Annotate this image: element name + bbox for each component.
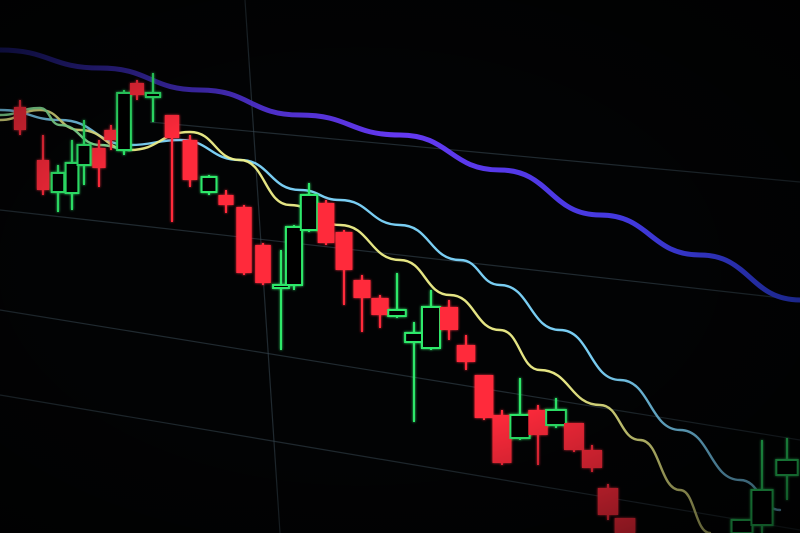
candle-down xyxy=(335,230,353,305)
candle-body xyxy=(14,107,26,130)
candle-body xyxy=(597,488,619,515)
candle-body xyxy=(144,92,162,98)
candle-body xyxy=(750,489,774,526)
candle-up xyxy=(421,290,441,350)
candle-body xyxy=(200,176,218,193)
candle-body xyxy=(76,144,92,166)
grid-line xyxy=(0,309,800,441)
moving-average-line xyxy=(0,108,712,533)
candle-body xyxy=(36,160,50,190)
candle-down xyxy=(164,115,180,222)
candle-body xyxy=(130,83,144,95)
candle-body xyxy=(317,203,335,243)
candle-up xyxy=(116,90,132,155)
candle-body xyxy=(353,280,371,298)
candle-body xyxy=(528,410,548,435)
candle-down xyxy=(564,423,584,452)
candle-down xyxy=(597,484,619,520)
candle-body xyxy=(614,518,636,533)
candle-down xyxy=(528,405,548,465)
candle-body xyxy=(492,415,512,463)
candle-body xyxy=(509,414,531,439)
candle-up xyxy=(404,322,424,422)
candle-body xyxy=(299,194,319,231)
candle-up xyxy=(284,225,304,290)
candle-body xyxy=(730,519,754,533)
candle-body xyxy=(474,375,494,418)
candle-down xyxy=(92,140,106,187)
candle-up xyxy=(730,519,754,533)
candle-body xyxy=(775,459,799,476)
candle-down xyxy=(353,275,371,332)
candle-body xyxy=(236,207,252,273)
candle-body xyxy=(218,195,234,205)
candle-down xyxy=(130,80,144,100)
candle-down xyxy=(218,190,234,213)
candle-down xyxy=(581,445,603,472)
candle-body xyxy=(439,307,459,330)
candle-body xyxy=(64,162,80,194)
candle-up xyxy=(545,398,567,428)
candle-down xyxy=(614,518,636,533)
candle-body xyxy=(50,172,66,193)
candle-down xyxy=(236,205,252,275)
candle-up xyxy=(775,438,799,500)
candle-body xyxy=(284,226,304,286)
candle-body xyxy=(104,130,118,140)
candle-down xyxy=(371,295,389,328)
candle-body xyxy=(116,92,132,151)
candle-body xyxy=(255,245,271,283)
candle-body xyxy=(545,409,567,426)
candle-down xyxy=(492,410,512,465)
candle-down xyxy=(317,200,335,245)
candle-body xyxy=(564,423,584,450)
candle-down xyxy=(456,335,476,370)
candle-down xyxy=(474,375,494,420)
candle-up xyxy=(509,378,531,440)
candle-body xyxy=(164,115,180,138)
candle-up xyxy=(200,175,218,195)
candle-body xyxy=(581,450,603,468)
candle-body xyxy=(387,309,407,317)
candle-up xyxy=(64,140,80,210)
candle-body xyxy=(335,232,353,270)
moving-average-line xyxy=(0,47,800,303)
grid-line xyxy=(0,394,800,531)
candle-down xyxy=(36,135,50,195)
candle-down xyxy=(182,135,198,187)
candle-body xyxy=(404,332,424,343)
candle-up xyxy=(50,165,66,212)
candle-body xyxy=(421,306,441,349)
candle-body xyxy=(371,298,389,315)
candle-down xyxy=(14,100,26,135)
grid-line xyxy=(149,121,800,183)
grid-line xyxy=(0,209,800,301)
candle-down xyxy=(439,300,459,340)
candle-body xyxy=(182,140,198,180)
candle-body xyxy=(92,148,106,168)
candle-body xyxy=(456,345,476,362)
candle-up xyxy=(387,273,407,318)
candle-down xyxy=(255,243,271,285)
